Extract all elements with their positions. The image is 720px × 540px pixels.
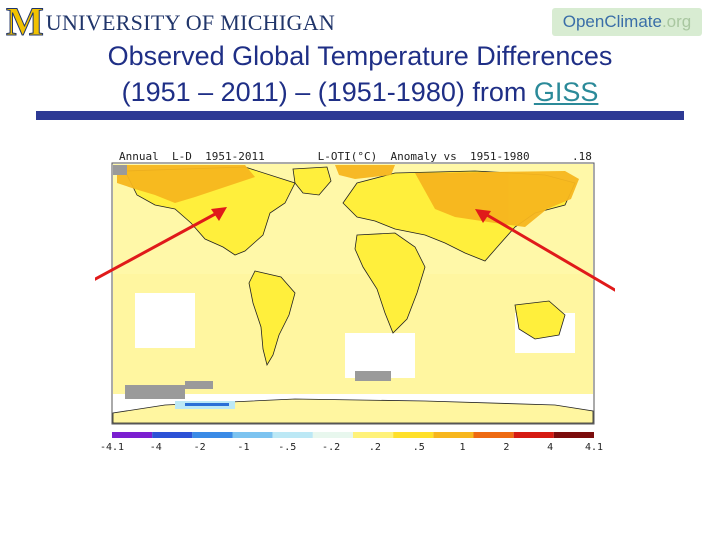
legend-bin — [112, 432, 153, 438]
no-data-regions — [113, 165, 391, 399]
slide-title: Observed Global Temperature Differences … — [20, 38, 700, 110]
annotation-arrows — [95, 207, 615, 292]
legend-bin — [553, 432, 594, 438]
legend-tick-label: .5 — [413, 442, 425, 453]
map-header: Annual L-D 1951-2011 L-OTI(°C) Anomaly v… — [119, 150, 530, 163]
title-line-1: Observed Global Temperature Differences — [107, 41, 613, 71]
color-legend — [112, 432, 594, 438]
cool-anomaly — [175, 401, 235, 409]
legend-tick-label: -4 — [150, 442, 162, 453]
greenland — [292, 166, 332, 196]
openclimate-logo-climate: Climate — [604, 12, 662, 31]
legend-tick-label: 4.1 — [585, 442, 603, 453]
title-line-2-text: (1951 – 2011) – (1951-1980) from — [121, 77, 534, 107]
map-svg: -4.1 -4 -2 -1 -.5 -.2 .2 .5 1 2 4 4.1 — [95, 162, 615, 453]
legend-bin — [353, 432, 394, 438]
map-global-mean: .18 — [572, 150, 592, 163]
legend-bin — [433, 432, 474, 438]
legend-bin — [152, 432, 193, 438]
south-america — [248, 270, 296, 367]
legend-bin — [473, 432, 514, 438]
legend-bin — [312, 432, 353, 438]
openclimate-logo: Open Climate .org — [552, 8, 702, 36]
title-line-2: (1951 – 2011) – (1951-1980) from GISS — [20, 74, 700, 110]
title-divider — [36, 111, 684, 120]
legend-tick-label: -.5 — [278, 442, 296, 453]
strong-warming-zones — [117, 165, 579, 227]
legend-tick-label: 2 — [503, 442, 509, 453]
legend-bin — [393, 432, 434, 438]
legend-tick-label: 1 — [460, 442, 466, 453]
legend-tick-label: 4 — [547, 442, 553, 453]
legend-tick-label: -2 — [194, 442, 206, 453]
university-name: UNIVERSITY OF MICHIGAN — [45, 10, 336, 35]
australia — [514, 300, 566, 340]
africa — [354, 232, 426, 334]
warming-arctic-north-america — [117, 165, 255, 203]
temperature-anomaly-map: -4.1 -4 -2 -1 -.5 -.2 .2 .5 1 2 4 4.1 Annual L-D 19… — [95, 143, 615, 463]
legend-tick-label: -4.1 — [100, 442, 124, 453]
openclimate-logo-org: .org — [661, 12, 692, 31]
warming-north-atlantic — [335, 165, 395, 179]
legend-bin — [272, 432, 313, 438]
arrow-siberia-warming — [486, 213, 615, 292]
legend-tick-label: -1 — [237, 442, 249, 453]
block-m-logo: M — [6, 0, 45, 44]
legend-bin — [192, 432, 233, 438]
legend-tick-label: .2 — [369, 442, 381, 453]
openclimate-logo-open: Open — [562, 12, 605, 31]
legend-bin — [232, 432, 273, 438]
giss-link[interactable]: GISS — [533, 77, 599, 107]
arrow-north-america-warming — [95, 211, 218, 281]
university-of-michigan-logo: M UNIVERSITY OF MICHIGAN — [6, 0, 336, 44]
legend-bin — [513, 432, 554, 438]
legend-tick-label: -.2 — [322, 442, 340, 453]
legend-ticks: -4.1 -4 -2 -1 -.5 -.2 .2 .5 1 2 4 4.1 — [100, 442, 603, 453]
warming-siberia — [415, 171, 579, 227]
